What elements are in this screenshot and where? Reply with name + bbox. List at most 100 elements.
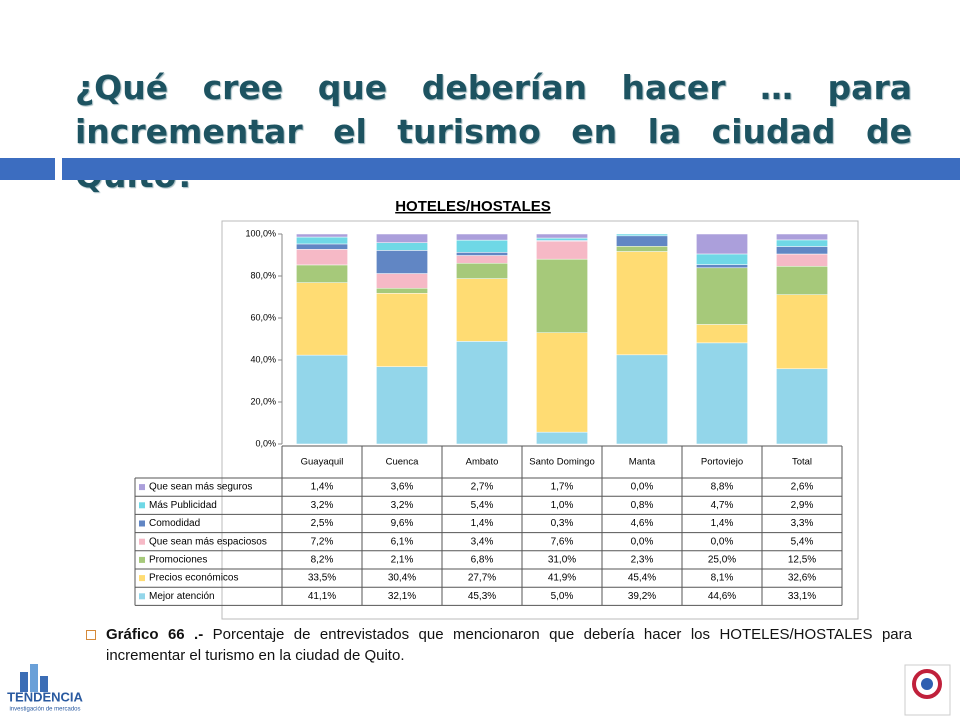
bar-segment xyxy=(296,233,348,238)
bar-segment xyxy=(296,264,348,283)
data-label: 45,3% xyxy=(468,591,496,602)
y-tick-label: 60,0% xyxy=(250,312,276,322)
bar-segment xyxy=(616,354,668,445)
bar-segment xyxy=(296,249,348,266)
caption-label: Gráfico 66 .- xyxy=(106,626,204,643)
legend-swatch xyxy=(139,502,145,509)
legend-swatch xyxy=(139,484,145,491)
x-tick-label: Cuenca xyxy=(386,457,419,468)
bar-segment xyxy=(776,246,828,255)
bar-segment xyxy=(296,282,348,356)
band-left xyxy=(0,158,55,180)
data-label: 3,2% xyxy=(391,500,414,511)
legend-swatch xyxy=(139,556,145,563)
bar-segment xyxy=(456,239,508,253)
bar-segment xyxy=(616,251,668,356)
bullet xyxy=(86,630,96,640)
bar-segment xyxy=(376,273,428,289)
bar-segment xyxy=(696,233,748,255)
data-label: 3,3% xyxy=(791,518,814,529)
data-label: 7,2% xyxy=(311,536,334,547)
data-label: 2,3% xyxy=(631,555,654,566)
bar-segment xyxy=(616,246,668,252)
bar-segment xyxy=(696,264,748,269)
bar-segment xyxy=(456,262,508,279)
data-label: 1,4% xyxy=(711,518,734,529)
bar-segment xyxy=(296,354,348,445)
data-label: 0,0% xyxy=(711,536,734,547)
data-label: 2,9% xyxy=(791,500,814,511)
bar-segment xyxy=(456,278,508,342)
data-label: 0,0% xyxy=(631,482,654,493)
data-label: 33,5% xyxy=(308,573,336,584)
bar-segment xyxy=(376,293,428,367)
slide-title: ¿Qué cree que deberían hacer … para incr… xyxy=(75,68,912,195)
caption-text: Porcentaje de entrevistados que menciona… xyxy=(106,626,912,664)
data-label: 31,0% xyxy=(548,555,576,566)
bar-segment xyxy=(296,243,348,250)
bar-segment xyxy=(456,252,508,256)
data-label: 45,4% xyxy=(628,573,656,584)
legend-swatch xyxy=(139,538,145,545)
legend-swatch xyxy=(139,593,145,600)
x-tick-label: Guayaquil xyxy=(301,457,344,468)
data-label: 2,6% xyxy=(791,482,814,493)
bar-segment xyxy=(456,341,508,445)
data-label: 1,7% xyxy=(551,482,574,493)
data-label: 44,6% xyxy=(708,591,736,602)
x-tick-label: Portoviejo xyxy=(701,457,743,468)
data-label: 3,6% xyxy=(391,482,414,493)
bar-segment xyxy=(376,366,428,445)
bar-segment xyxy=(536,258,588,333)
bar-segment xyxy=(536,237,588,241)
data-label: 25,0% xyxy=(708,555,736,566)
data-label: 0,8% xyxy=(631,500,654,511)
bar-segment xyxy=(696,342,748,445)
band xyxy=(62,158,960,180)
bar-segment xyxy=(776,233,828,241)
data-label: 6,1% xyxy=(391,536,414,547)
bar-segment xyxy=(456,255,508,264)
bar-segment xyxy=(776,294,828,370)
data-label: 32,6% xyxy=(788,573,816,584)
data-label: 8,8% xyxy=(711,482,734,493)
x-tick-label: Santo Domingo xyxy=(529,457,594,468)
data-label: 0,0% xyxy=(631,536,654,547)
data-label: 3,2% xyxy=(311,500,334,511)
legend-swatch xyxy=(139,520,145,527)
data-label: 41,1% xyxy=(308,591,336,602)
data-label: 12,5% xyxy=(788,555,816,566)
data-label: 41,9% xyxy=(548,573,576,584)
data-label: 2,5% xyxy=(311,518,334,529)
y-tick-label: 80,0% xyxy=(250,270,276,280)
data-label: 0,3% xyxy=(551,518,574,529)
bar-segment xyxy=(616,235,668,247)
data-label: 4,6% xyxy=(631,518,654,529)
bar-segment xyxy=(376,287,428,294)
data-label: 33,1% xyxy=(788,591,816,602)
y-tick-label: 0,0% xyxy=(255,438,276,448)
x-tick-label: Total xyxy=(792,457,812,468)
bar-segment xyxy=(376,250,428,274)
bar-segment xyxy=(696,267,748,325)
bar-segment xyxy=(456,233,508,241)
bar-segment xyxy=(296,236,348,245)
data-label: 9,6% xyxy=(391,518,414,529)
data-label: 8,1% xyxy=(711,573,734,584)
legend-label: Comodidad xyxy=(149,518,200,529)
data-label: 5,0% xyxy=(551,591,574,602)
data-label: 4,7% xyxy=(711,500,734,511)
bar-segment xyxy=(776,368,828,445)
legend-label: Precios económicos xyxy=(149,573,238,584)
data-label: 27,7% xyxy=(468,573,496,584)
data-label: 5,4% xyxy=(471,500,494,511)
x-tick-label: Ambato xyxy=(466,457,499,468)
legend-label: Que sean más espaciosos xyxy=(149,536,267,547)
legend-label: Que sean más seguros xyxy=(149,482,252,493)
data-label: 2,7% xyxy=(471,482,494,493)
data-label: 7,6% xyxy=(551,536,574,547)
y-tick-label: 100,0% xyxy=(245,228,276,238)
legend-label: Promociones xyxy=(149,555,207,566)
